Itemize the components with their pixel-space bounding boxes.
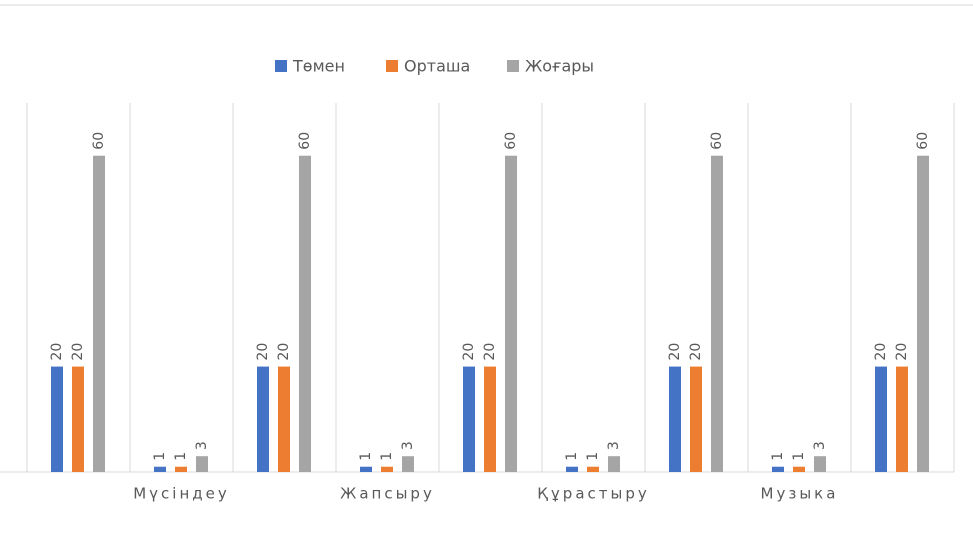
data-label: 20 (276, 343, 292, 361)
data-label: 60 (915, 132, 931, 150)
bar (72, 366, 84, 472)
data-label: 1 (152, 452, 168, 461)
bar (711, 155, 723, 472)
x-tick-label: Жапсыру (340, 485, 435, 503)
bar (381, 466, 393, 472)
data-label: 3 (606, 441, 622, 450)
bar (875, 366, 887, 472)
data-label: 20 (894, 343, 910, 361)
bar (772, 466, 784, 472)
legend-label: Жоғары (525, 57, 594, 76)
bar (566, 466, 578, 472)
data-label: 3 (812, 441, 828, 450)
data-label: 60 (297, 132, 313, 150)
data-label: 1 (358, 452, 374, 461)
bar (196, 456, 208, 472)
bar (51, 366, 63, 472)
bar (587, 466, 599, 472)
data-label: 1 (564, 452, 580, 461)
data-label: 20 (461, 343, 477, 361)
bar (690, 366, 702, 472)
bar (402, 456, 414, 472)
bar (484, 366, 496, 472)
data-label: 20 (873, 343, 889, 361)
data-label: 20 (255, 343, 271, 361)
data-label: 60 (709, 132, 725, 150)
bar (278, 366, 290, 472)
data-label: 20 (70, 343, 86, 361)
data-label: 20 (667, 343, 683, 361)
data-label: 60 (91, 132, 107, 150)
data-label: 20 (482, 343, 498, 361)
bar (299, 155, 311, 472)
legend-label: Төмен (292, 57, 345, 76)
data-label: 1 (791, 452, 807, 461)
data-label: 1 (379, 452, 395, 461)
data-label: 20 (688, 343, 704, 361)
data-label: 3 (400, 441, 416, 450)
bar (814, 456, 826, 472)
bar (154, 466, 166, 472)
bar (360, 466, 372, 472)
bar (175, 466, 187, 472)
x-tick-label: Мүсіндеу (133, 485, 230, 503)
legend-swatch (507, 60, 519, 72)
bar (917, 155, 929, 472)
bar (93, 155, 105, 472)
bar (505, 155, 517, 472)
bar (257, 366, 269, 472)
bar (896, 366, 908, 472)
data-label: 1 (585, 452, 601, 461)
legend-label: Орташа (404, 57, 470, 76)
data-label: 1 (173, 452, 189, 461)
bar (669, 366, 681, 472)
bar (463, 366, 475, 472)
x-tick-label: Құрастыру (537, 485, 649, 503)
data-label: 20 (49, 343, 65, 361)
legend-swatch (386, 60, 398, 72)
bar (608, 456, 620, 472)
data-label: 1 (770, 452, 786, 461)
data-label: 60 (503, 132, 519, 150)
x-tick-label: Музыка (761, 485, 839, 503)
legend-swatch (275, 60, 287, 72)
bar (793, 466, 805, 472)
data-label: 3 (194, 441, 210, 450)
